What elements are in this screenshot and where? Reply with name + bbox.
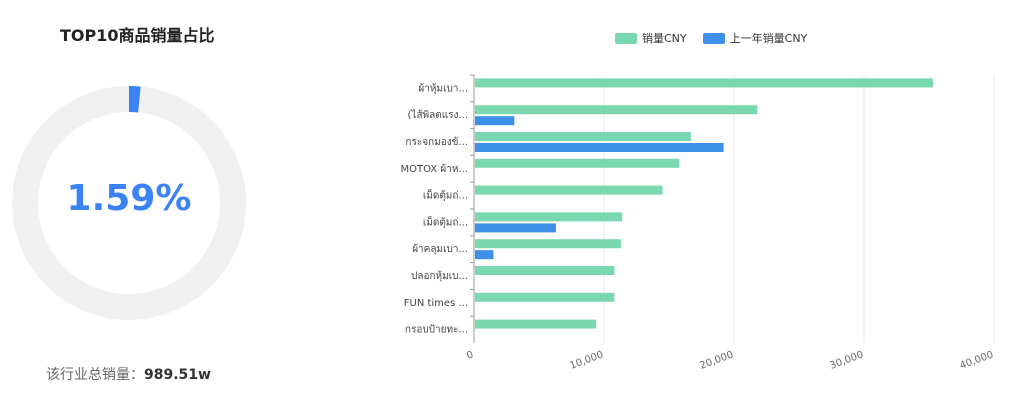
legend-item-current[interactable]: 销量CNY — [615, 30, 687, 46]
bar-current — [475, 132, 692, 141]
x-tick-label: 30,000 — [828, 349, 865, 371]
industry-total-label: 该行业总销量： — [46, 367, 144, 383]
category-label: MOTOX ผ้าห... — [401, 163, 468, 175]
category-label: (ไส้พิลตแรง... — [408, 109, 468, 121]
bar-current — [475, 239, 621, 249]
category-label: กระจกมองข้... — [405, 136, 468, 148]
legend-label-current: 销量CNY — [642, 32, 687, 45]
donut-chart: 1.59% — [8, 78, 250, 328]
x-tick-label: 10,000 — [568, 349, 605, 371]
bar-chart: ผ้าหุ้มเบา... (ไส้พิลตแรง... กระจกมองข้...… — [401, 74, 995, 372]
bar-current — [475, 319, 597, 329]
x-tick-label: 0 — [465, 349, 475, 362]
category-label: เม็ดตุ้มถ่... — [423, 188, 468, 202]
donut-svg — [12, 86, 246, 320]
legend-swatch-previous — [702, 32, 725, 44]
industry-total-value: 989.51w — [144, 367, 211, 383]
bar-current — [475, 292, 615, 302]
bar-previous — [475, 143, 724, 152]
legend-swatch-current — [615, 32, 637, 44]
category-label: ผ้าคลุมเบา... — [412, 243, 468, 255]
industry-total: 该行业总销量：989.51w — [46, 364, 211, 384]
x-tick-label: 40,000 — [958, 349, 995, 371]
chart-title: TOP10商品销量占比 — [60, 26, 215, 45]
legend: 销量CNY 上一年销量CNY — [615, 30, 807, 46]
bar-previous — [475, 116, 515, 126]
category-label: FUN times ... — [404, 298, 468, 309]
category-label: ปลอกหุ้มเบ... — [411, 270, 468, 282]
bar-current — [475, 158, 680, 168]
bar-current — [475, 266, 615, 275]
category-label: ผ้าหุ้มเบา... — [418, 82, 468, 94]
legend-item-previous[interactable]: 上一年销量CNY — [702, 30, 808, 46]
bar-current — [475, 212, 623, 222]
category-label: เม็ดตุ้มถ่... — [423, 214, 468, 228]
bar-current — [475, 105, 758, 115]
bar-previous — [475, 250, 494, 260]
bar-previous — [475, 223, 556, 233]
category-label: กรอบป้ายทะ... — [405, 324, 468, 336]
bar-current — [475, 78, 933, 88]
donut-percent: 1.59% — [66, 178, 192, 219]
x-tick-label: 20,000 — [698, 349, 735, 371]
donut-arc — [128, 86, 141, 113]
legend-label-previous: 上一年销量CNY — [729, 32, 808, 45]
bar-current — [475, 185, 663, 195]
